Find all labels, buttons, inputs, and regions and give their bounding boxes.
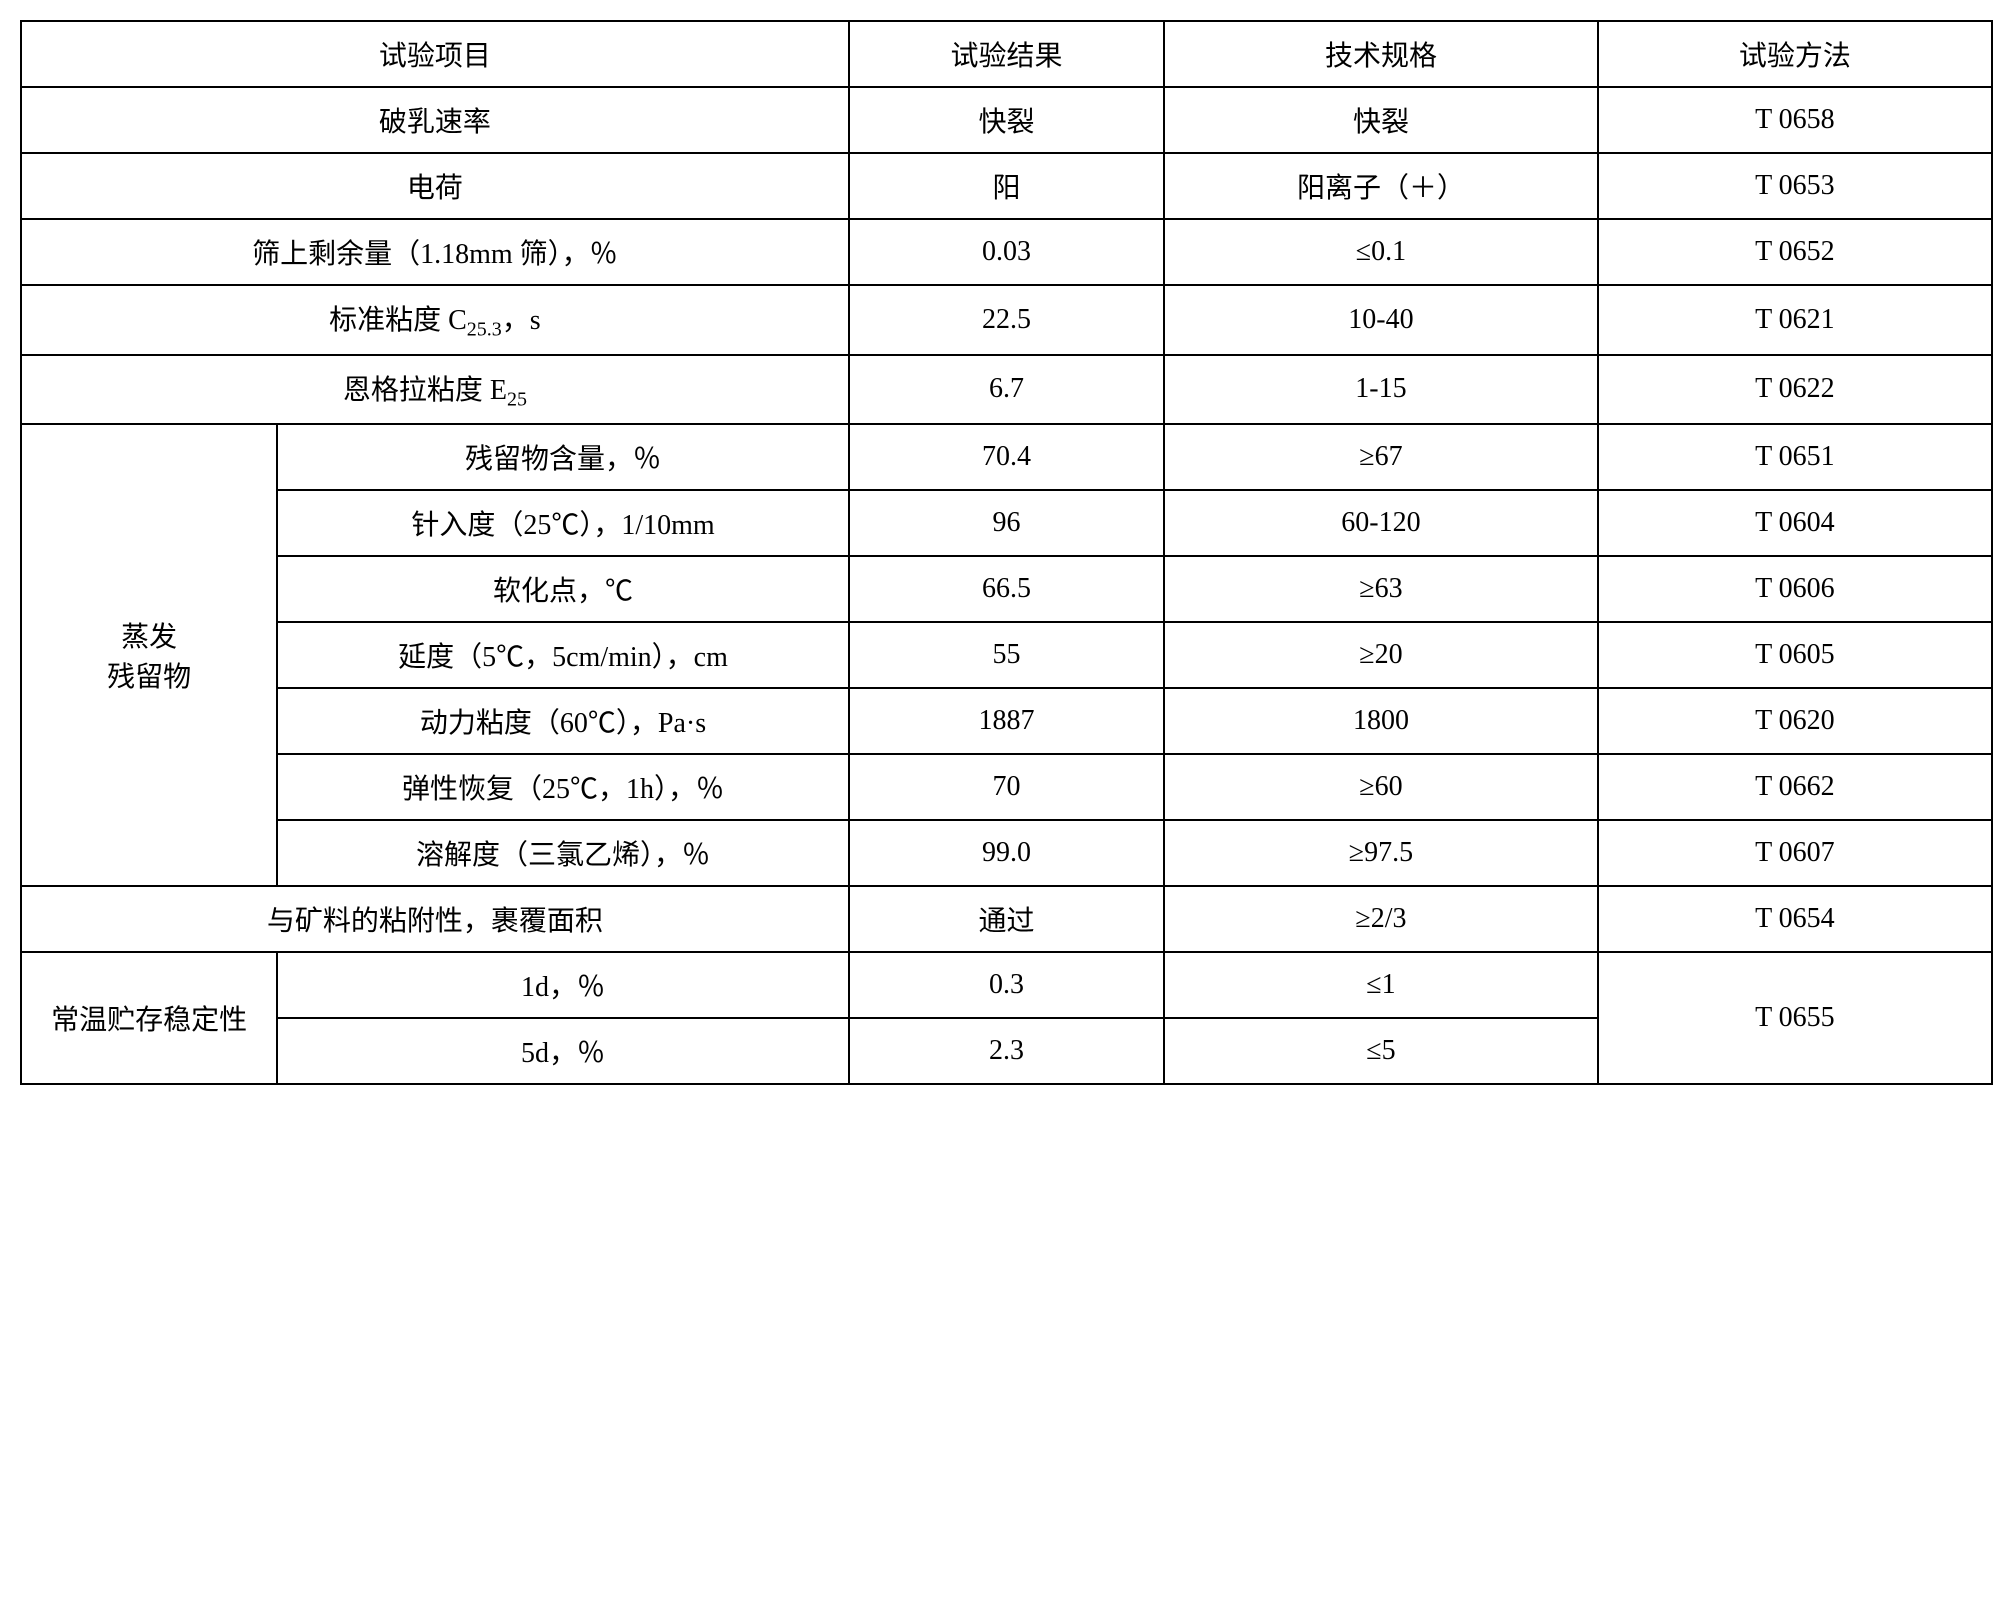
cell-result: 通过 xyxy=(849,886,1164,952)
cell-spec: 1800 xyxy=(1164,688,1598,754)
table-row: 动力粘度（60℃），Pa·s 1887 1800 T 0620 xyxy=(21,688,1992,754)
cell-item: 动力粘度（60℃），Pa·s xyxy=(277,688,849,754)
test-results-table: 试验项目 试验结果 技术规格 试验方法 破乳速率 快裂 快裂 T 0658 电荷… xyxy=(20,20,1993,1085)
cell-item: 延度（5℃，5cm/min），cm xyxy=(277,622,849,688)
cell-spec: ≥20 xyxy=(1164,622,1598,688)
cell-spec: ≤1 xyxy=(1164,952,1598,1018)
table-row: 弹性恢复（25℃，1h），％ 70 ≥60 T 0662 xyxy=(21,754,1992,820)
cell-spec: 10-40 xyxy=(1164,285,1598,355)
header-item: 试验项目 xyxy=(21,21,849,87)
cell-result: 66.5 xyxy=(849,556,1164,622)
cell-item: 电荷 xyxy=(21,153,849,219)
cell-item: 软化点，℃ xyxy=(277,556,849,622)
cell-method: T 0653 xyxy=(1598,153,1992,219)
cell-item: 溶解度（三氯乙烯），％ xyxy=(277,820,849,886)
cell-result: 99.0 xyxy=(849,820,1164,886)
cell-item: 筛上剩余量（1.18mm 筛），％ xyxy=(21,219,849,285)
table-row: 软化点，℃ 66.5 ≥63 T 0606 xyxy=(21,556,1992,622)
cell-result: 0.3 xyxy=(849,952,1164,1018)
cell-result: 0.03 xyxy=(849,219,1164,285)
table-row: 破乳速率 快裂 快裂 T 0658 xyxy=(21,87,1992,153)
cell-result: 70.4 xyxy=(849,424,1164,490)
table-row: 针入度（25℃），1/10mm 96 60-120 T 0604 xyxy=(21,490,1992,556)
table-row: 蒸发残留物 残留物含量，％ 70.4 ≥67 T 0651 xyxy=(21,424,1992,490)
header-row: 试验项目 试验结果 技术规格 试验方法 xyxy=(21,21,1992,87)
cell-method: T 0605 xyxy=(1598,622,1992,688)
cell-result: 1887 xyxy=(849,688,1164,754)
cell-method: T 0606 xyxy=(1598,556,1992,622)
table-row: 与矿料的粘附性，裹覆面积 通过 ≥2/3 T 0654 xyxy=(21,886,1992,952)
cell-item: 与矿料的粘附性，裹覆面积 xyxy=(21,886,849,952)
cell-item: 标准粘度 C25.3，s xyxy=(21,285,849,355)
cell-method: T 0652 xyxy=(1598,219,1992,285)
cell-method: T 0658 xyxy=(1598,87,1992,153)
cell-method: T 0662 xyxy=(1598,754,1992,820)
cell-result: 70 xyxy=(849,754,1164,820)
cell-method: T 0620 xyxy=(1598,688,1992,754)
cell-item: 恩格拉粘度 E25 xyxy=(21,355,849,425)
header-method: 试验方法 xyxy=(1598,21,1992,87)
table-row: 电荷 阳 阳离子（＋） T 0653 xyxy=(21,153,1992,219)
cell-item: 针入度（25℃），1/10mm xyxy=(277,490,849,556)
cell-item: 1d，％ xyxy=(277,952,849,1018)
cell-result: 22.5 xyxy=(849,285,1164,355)
cell-result: 阳 xyxy=(849,153,1164,219)
table-row: 恩格拉粘度 E25 6.7 1-15 T 0622 xyxy=(21,355,1992,425)
cell-spec: 快裂 xyxy=(1164,87,1598,153)
cell-spec: ≤5 xyxy=(1164,1018,1598,1084)
cell-spec: 阳离子（＋） xyxy=(1164,153,1598,219)
cell-method: T 0622 xyxy=(1598,355,1992,425)
cell-method: T 0607 xyxy=(1598,820,1992,886)
cell-group-storage: 常温贮存稳定性 xyxy=(21,952,277,1084)
cell-result: 55 xyxy=(849,622,1164,688)
table-row: 常温贮存稳定性 1d，％ 0.3 ≤1 T 0655 xyxy=(21,952,1992,1018)
cell-spec: 1-15 xyxy=(1164,355,1598,425)
cell-result: 2.3 xyxy=(849,1018,1164,1084)
cell-item: 残留物含量，％ xyxy=(277,424,849,490)
cell-method: T 0621 xyxy=(1598,285,1992,355)
header-spec: 技术规格 xyxy=(1164,21,1598,87)
cell-item: 5d，％ xyxy=(277,1018,849,1084)
cell-item: 破乳速率 xyxy=(21,87,849,153)
cell-result: 6.7 xyxy=(849,355,1164,425)
cell-result: 96 xyxy=(849,490,1164,556)
cell-spec: ≥63 xyxy=(1164,556,1598,622)
table-row: 延度（5℃，5cm/min），cm 55 ≥20 T 0605 xyxy=(21,622,1992,688)
cell-result: 快裂 xyxy=(849,87,1164,153)
cell-spec: ≥2/3 xyxy=(1164,886,1598,952)
table-row: 筛上剩余量（1.18mm 筛），％ 0.03 ≤0.1 T 0652 xyxy=(21,219,1992,285)
cell-method: T 0654 xyxy=(1598,886,1992,952)
table-row: 溶解度（三氯乙烯），％ 99.0 ≥97.5 T 0607 xyxy=(21,820,1992,886)
table-row: 标准粘度 C25.3，s 22.5 10-40 T 0621 xyxy=(21,285,1992,355)
header-result: 试验结果 xyxy=(849,21,1164,87)
cell-spec: ≤0.1 xyxy=(1164,219,1598,285)
cell-spec: 60-120 xyxy=(1164,490,1598,556)
cell-item: 弹性恢复（25℃，1h），％ xyxy=(277,754,849,820)
cell-method: T 0655 xyxy=(1598,952,1992,1084)
cell-spec: ≥67 xyxy=(1164,424,1598,490)
cell-method: T 0651 xyxy=(1598,424,1992,490)
cell-group-evap: 蒸发残留物 xyxy=(21,424,277,886)
cell-method: T 0604 xyxy=(1598,490,1992,556)
cell-spec: ≥97.5 xyxy=(1164,820,1598,886)
cell-spec: ≥60 xyxy=(1164,754,1598,820)
